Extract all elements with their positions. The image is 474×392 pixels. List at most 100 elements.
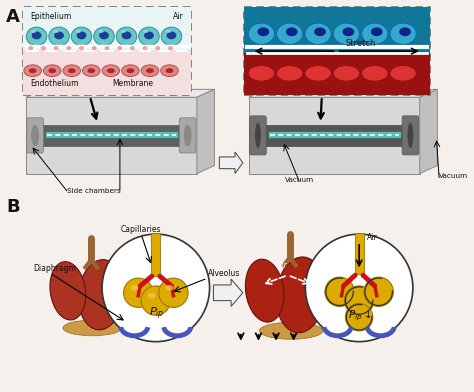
Ellipse shape [94,27,114,46]
Ellipse shape [102,65,119,76]
Ellipse shape [32,31,41,39]
Ellipse shape [130,47,134,49]
Text: Air: Air [367,233,378,242]
FancyBboxPatch shape [45,131,178,138]
Circle shape [345,286,374,315]
FancyBboxPatch shape [244,53,429,95]
Text: Capillaries: Capillaries [121,225,162,234]
Ellipse shape [305,23,331,45]
Circle shape [102,234,210,342]
Ellipse shape [286,27,298,36]
Ellipse shape [305,65,331,81]
FancyBboxPatch shape [23,7,191,95]
Ellipse shape [54,31,64,39]
Polygon shape [420,89,438,174]
FancyBboxPatch shape [23,49,191,95]
Ellipse shape [31,125,39,146]
Ellipse shape [77,31,86,39]
Ellipse shape [314,27,326,36]
Ellipse shape [50,262,86,320]
Ellipse shape [257,27,269,36]
Ellipse shape [139,27,159,46]
Bar [355,233,364,274]
FancyBboxPatch shape [179,118,196,153]
Ellipse shape [107,68,115,73]
Ellipse shape [54,47,58,49]
Ellipse shape [165,285,173,291]
Ellipse shape [276,23,303,45]
Ellipse shape [399,27,411,36]
Text: $\mathit{P}_{ip}$: $\mathit{P}_{ip}$ [149,306,164,322]
Ellipse shape [116,27,137,46]
Text: Vacuum: Vacuum [439,173,468,180]
Text: Vacuum: Vacuum [285,177,315,183]
Ellipse shape [121,30,126,33]
FancyBboxPatch shape [244,7,429,95]
FancyBboxPatch shape [402,116,419,155]
Ellipse shape [82,65,100,76]
FancyBboxPatch shape [250,116,266,155]
Ellipse shape [156,47,160,49]
Bar [151,233,160,276]
Text: Endothelium: Endothelium [31,78,79,87]
Ellipse shape [118,47,122,49]
Text: Alveolus: Alveolus [208,269,240,278]
Text: Epithelium: Epithelium [31,12,72,21]
Ellipse shape [63,320,122,336]
Ellipse shape [161,27,182,46]
Ellipse shape [255,123,261,148]
FancyBboxPatch shape [244,7,429,53]
Ellipse shape [184,125,191,146]
Text: $\mathit{P}_{ip}{\downarrow}$: $\mathit{P}_{ip}{\downarrow}$ [348,309,372,323]
Text: Stretch: Stretch [346,39,376,48]
Ellipse shape [343,27,354,36]
Ellipse shape [24,65,41,76]
Polygon shape [197,89,214,174]
Ellipse shape [371,27,383,36]
Polygon shape [219,152,243,174]
Ellipse shape [161,65,178,76]
Ellipse shape [166,30,171,33]
FancyBboxPatch shape [27,118,44,153]
Circle shape [305,234,413,342]
Ellipse shape [141,65,159,76]
Text: B: B [6,198,20,216]
Ellipse shape [48,68,56,73]
Ellipse shape [99,30,103,33]
Circle shape [364,277,393,307]
Ellipse shape [92,47,96,49]
Ellipse shape [144,30,148,33]
Ellipse shape [41,47,46,49]
Ellipse shape [63,65,81,76]
Ellipse shape [87,68,95,73]
Text: Air: Air [173,12,183,21]
Ellipse shape [390,23,416,45]
Polygon shape [26,89,214,97]
Circle shape [159,278,188,307]
Ellipse shape [390,65,416,81]
Ellipse shape [71,27,92,46]
FancyBboxPatch shape [266,125,402,146]
Circle shape [124,278,153,307]
Ellipse shape [300,273,319,287]
Text: Membrane: Membrane [112,78,153,87]
Ellipse shape [146,68,154,73]
Polygon shape [249,97,420,174]
Ellipse shape [44,65,61,76]
Ellipse shape [29,47,33,49]
Ellipse shape [122,31,131,39]
Ellipse shape [166,31,176,39]
Ellipse shape [246,259,284,322]
Ellipse shape [333,23,360,45]
Ellipse shape [54,30,59,33]
Polygon shape [249,89,438,97]
Text: Air: Air [277,261,287,270]
Ellipse shape [165,68,173,73]
Ellipse shape [80,47,83,49]
FancyBboxPatch shape [268,131,401,138]
Ellipse shape [143,47,147,49]
Ellipse shape [105,47,109,49]
Ellipse shape [148,293,156,299]
Ellipse shape [276,257,325,333]
Ellipse shape [248,23,274,45]
